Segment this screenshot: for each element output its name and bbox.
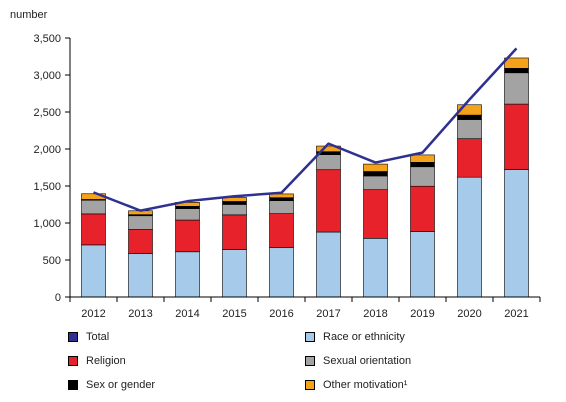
bar-segment	[504, 72, 529, 105]
y-tick-label: 0	[55, 292, 61, 304]
bar-segment	[504, 57, 529, 69]
bar-segment	[175, 219, 200, 253]
y-tick-label: 2,500	[33, 107, 61, 119]
x-tick-label: 2020	[457, 308, 481, 320]
x-tick-label: 2015	[222, 308, 246, 320]
legend-swatch	[305, 356, 315, 366]
legend-label: Other motivation¹	[323, 379, 408, 391]
legend-swatch	[68, 380, 78, 390]
bar-segment	[504, 103, 529, 170]
legend-item: Other motivation¹	[305, 379, 407, 391]
bar-segment	[222, 204, 247, 216]
bar-segment	[81, 213, 106, 246]
y-tick-label: 3,500	[33, 33, 61, 45]
legend-swatch	[68, 332, 78, 342]
total-line	[93, 47, 518, 212]
x-tick-label: 2013	[128, 308, 152, 320]
axes-group: 0 500 1,000 1,500 2,000 2,500 3,000 3,500 2012 20…	[33, 33, 541, 320]
x-tick-label: 2012	[81, 308, 105, 320]
bar-segment	[363, 189, 388, 239]
bar-segment	[128, 215, 153, 230]
bar-segment	[269, 247, 294, 298]
y-axis-title: number	[10, 9, 48, 21]
legend-item: Religion	[68, 355, 126, 367]
x-tick-label: 2018	[363, 308, 387, 320]
bar-segment	[457, 114, 482, 120]
legend-label: Sexual orientation	[323, 355, 412, 367]
bar-segment	[504, 68, 529, 74]
bar-segment	[81, 244, 106, 298]
bar-segment	[457, 119, 482, 140]
x-tick-label: 2017	[316, 308, 340, 320]
x-tick-label: 2016	[269, 308, 293, 320]
bar-segment	[457, 138, 482, 178]
bar-segment	[316, 169, 341, 233]
bar-segment	[222, 249, 247, 298]
bar-segment	[175, 251, 200, 298]
bar-segment	[410, 231, 435, 298]
bar-segment	[316, 154, 341, 171]
y-tick-label: 1,500	[33, 181, 61, 193]
bar-segment	[128, 253, 153, 298]
bar-segment	[410, 185, 435, 232]
bar-segment	[410, 162, 435, 168]
y-tick-label: 1,000	[33, 218, 61, 230]
bar-segment	[222, 214, 247, 250]
bar-segment	[316, 231, 341, 298]
legend-item: Race or ethnicity	[305, 331, 405, 343]
bar-segment	[81, 199, 106, 215]
total-line-group	[93, 47, 518, 212]
bar-segment	[410, 166, 435, 187]
bar-segment	[175, 208, 200, 221]
bar-segment	[175, 206, 200, 209]
bar-segment	[457, 176, 482, 298]
bar-segment	[222, 201, 247, 205]
bar-segment	[410, 154, 435, 163]
bar-segment	[269, 197, 294, 201]
bar-segment	[457, 104, 482, 116]
x-tick-label: 2019	[410, 308, 434, 320]
legend-label: Total	[86, 331, 110, 343]
bar-segment	[363, 163, 388, 172]
y-tick-label: 2,000	[33, 144, 61, 156]
bar-segment	[269, 213, 294, 249]
legend-item: Total	[68, 331, 109, 343]
y-tick-label: 3,000	[33, 70, 61, 82]
bar-segment	[128, 229, 153, 255]
chart: number 0 500 1,000 1,500 2,000 2,500 3,000 3,50…	[10, 9, 541, 320]
bar-segment	[363, 171, 388, 177]
bar-segment	[363, 238, 388, 298]
legend-swatch	[305, 332, 315, 342]
legend-swatch	[68, 356, 78, 366]
legend-label: Sex or gender	[86, 379, 156, 391]
legend-label: Religion	[86, 355, 126, 367]
legend: Total Race or ethnicity Religion Sexual ori…	[60, 325, 560, 400]
legend-item: Sex or gender	[68, 379, 155, 391]
x-tick-label: 2014	[175, 308, 199, 320]
x-tick-label: 2021	[504, 308, 528, 320]
legend-swatch	[305, 380, 315, 390]
bar-segment	[363, 175, 388, 191]
legend-label: Race or ethnicity	[323, 331, 405, 343]
bar-segment	[269, 200, 294, 214]
bar-segment	[504, 169, 529, 298]
bars-group	[81, 57, 529, 298]
bar-segment	[222, 197, 247, 202]
legend-item: Sexual orientation	[305, 355, 411, 367]
y-tick-label: 500	[43, 255, 61, 267]
